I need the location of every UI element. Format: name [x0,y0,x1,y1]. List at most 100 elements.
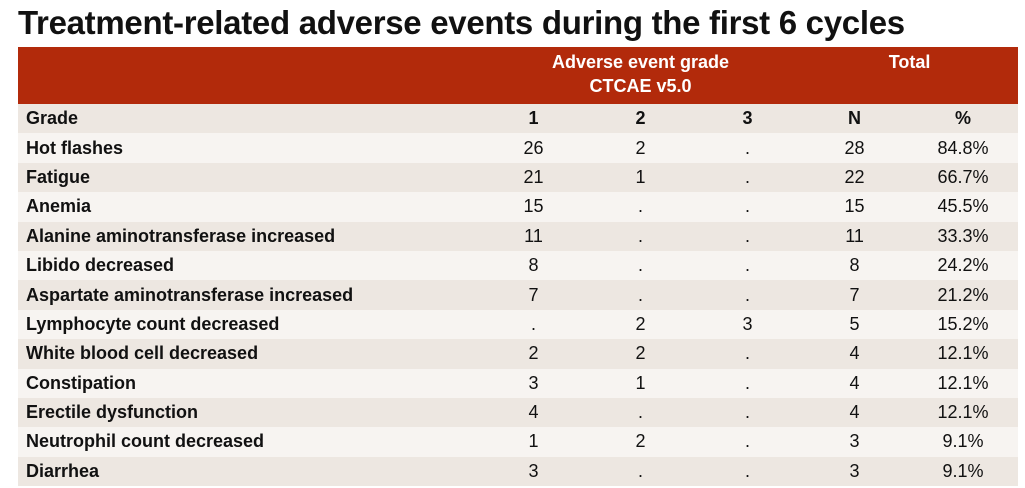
cell: . [745,225,751,246]
cell: 24.2% [937,255,989,276]
header-cell: N [848,108,862,129]
cell: 11 [845,225,864,246]
cell: 3 [849,431,860,452]
blank-cell [18,47,480,104]
cell: 12.1% [937,372,989,393]
header-cell: % [955,108,972,129]
row-label: Aspartate aminotransferase increased [26,284,354,305]
row-label: White blood cell decreased [26,343,259,364]
cell: . [530,313,536,334]
cell: . [745,460,751,481]
row-label: Hot flashes [26,137,124,158]
cell: 8 [849,255,860,276]
cell: 15 [523,196,544,217]
cell: 12.1% [937,343,989,364]
table-row: Anemia 15.. 15 45.5% [18,192,1019,222]
table-row: Constipation 3 1. 4 12.1% [18,368,1019,398]
cell: 5 [849,313,860,334]
cell: 2 [635,343,646,364]
cell: 7 [528,284,539,305]
cell: . [637,255,643,276]
cell: 2 [635,431,646,452]
cell: 26 [523,137,544,158]
cell: 8 [528,255,539,276]
header-cell: Grade [26,108,79,129]
header-cell: 1 [528,108,539,129]
cell: 22 [844,166,865,187]
group-header: Total [801,47,1019,104]
cell: 9.1% [942,460,984,481]
cell: . [637,460,643,481]
cell: 4 [849,402,860,423]
cell: 7 [849,284,860,305]
table-row: Libido decreased 8.. 8 24.2% [18,250,1019,281]
cell: 21 [523,166,544,187]
cell: . [745,255,751,276]
row-label: Anemia [26,196,92,217]
cell: 11 [524,225,543,246]
cell: . [745,343,751,364]
row-label: Fatigue [26,166,91,187]
table-body: Hot flashes 26 2. 28 84.8% Fatigue 21 1. 22 66.7%… [18,133,1019,487]
cell: . [637,284,643,305]
cell: 2 [635,137,646,158]
cell: 2 [528,343,539,364]
cell: 1 [528,431,539,452]
row-label: Lymphocyte count decreased [26,313,280,334]
table-row: Hot flashes 26 2. 28 84.8% [18,133,1019,163]
cell: . [637,402,643,423]
cell: . [745,196,751,217]
cell: . [745,402,751,423]
table-row: White blood cell decreased 2 2. 4 12.1% [18,339,1019,369]
cell: . [745,166,751,187]
cell: 12.1% [937,402,989,423]
row-label: Diarrhea [26,460,100,481]
title: Treatment-related adverse events during … [18,4,905,41]
cell: 15 [844,196,865,217]
table-row: Erectile dysfunction 4.. 4 12.1% [18,397,1019,428]
cell: 3 [742,313,753,334]
group-header: Adverse event grade CTCAE v5.0 [480,47,802,104]
adverse-events-table: Adverse event grade CTCAE v5.0 Total Gra… [18,47,1019,487]
row-label: Libido decreased [26,255,175,276]
row-label: Alanine aminotransferase increased [26,225,336,246]
cell: 3 [528,372,539,393]
row-label: Constipation [26,372,136,393]
table-row: Alanine aminotransferase increased 11.. 11… [18,221,1019,251]
cell: 9.1% [942,431,984,452]
cell: . [637,225,643,246]
cell: 28 [844,137,865,158]
cell: 66.7% [937,166,989,187]
table-row: Aspartate aminotransferase increased 7.. 7… [18,280,1019,310]
header-cell: 2 [635,108,646,129]
cell: 3 [849,460,860,481]
cell: 33.3% [937,225,989,246]
group-header-row: Adverse event grade CTCAE v5.0 Total [18,47,1019,104]
cell: 45.5% [937,196,989,217]
cell: 4 [849,372,860,393]
header-row: Grade 1 2 3 N% [18,104,1019,134]
cell: 1 [635,166,646,187]
cell: 4 [528,402,539,423]
row-label: Neutrophil count decreased [26,431,265,452]
cell: 3 [528,460,539,481]
cell: 4 [849,343,860,364]
group-header-text: Adverse event grade CTCAE v5.0 [551,52,730,96]
cell: 2 [635,313,646,334]
cell: 21.2% [937,284,989,305]
table-row: Fatigue 21 1. 22 66.7% [18,162,1019,193]
cell: 84.8% [937,137,989,158]
cell: . [745,431,751,452]
cell: . [745,284,751,305]
header-cell: 3 [742,108,753,129]
cell: 15.2% [937,313,989,334]
cell: . [637,196,643,217]
table-row: Neutrophil count decreased 1 2. 3 9.1% [18,427,1019,457]
table-row: Diarrhea 3.. 3 9.1% [18,456,1019,487]
cell: . [745,137,751,158]
table-row: Lymphocyte count decreased. 2 3 5 15.2% [18,309,1019,340]
cell: 1 [635,372,646,393]
cell: . [745,372,751,393]
row-label: Erectile dysfunction [26,402,199,423]
